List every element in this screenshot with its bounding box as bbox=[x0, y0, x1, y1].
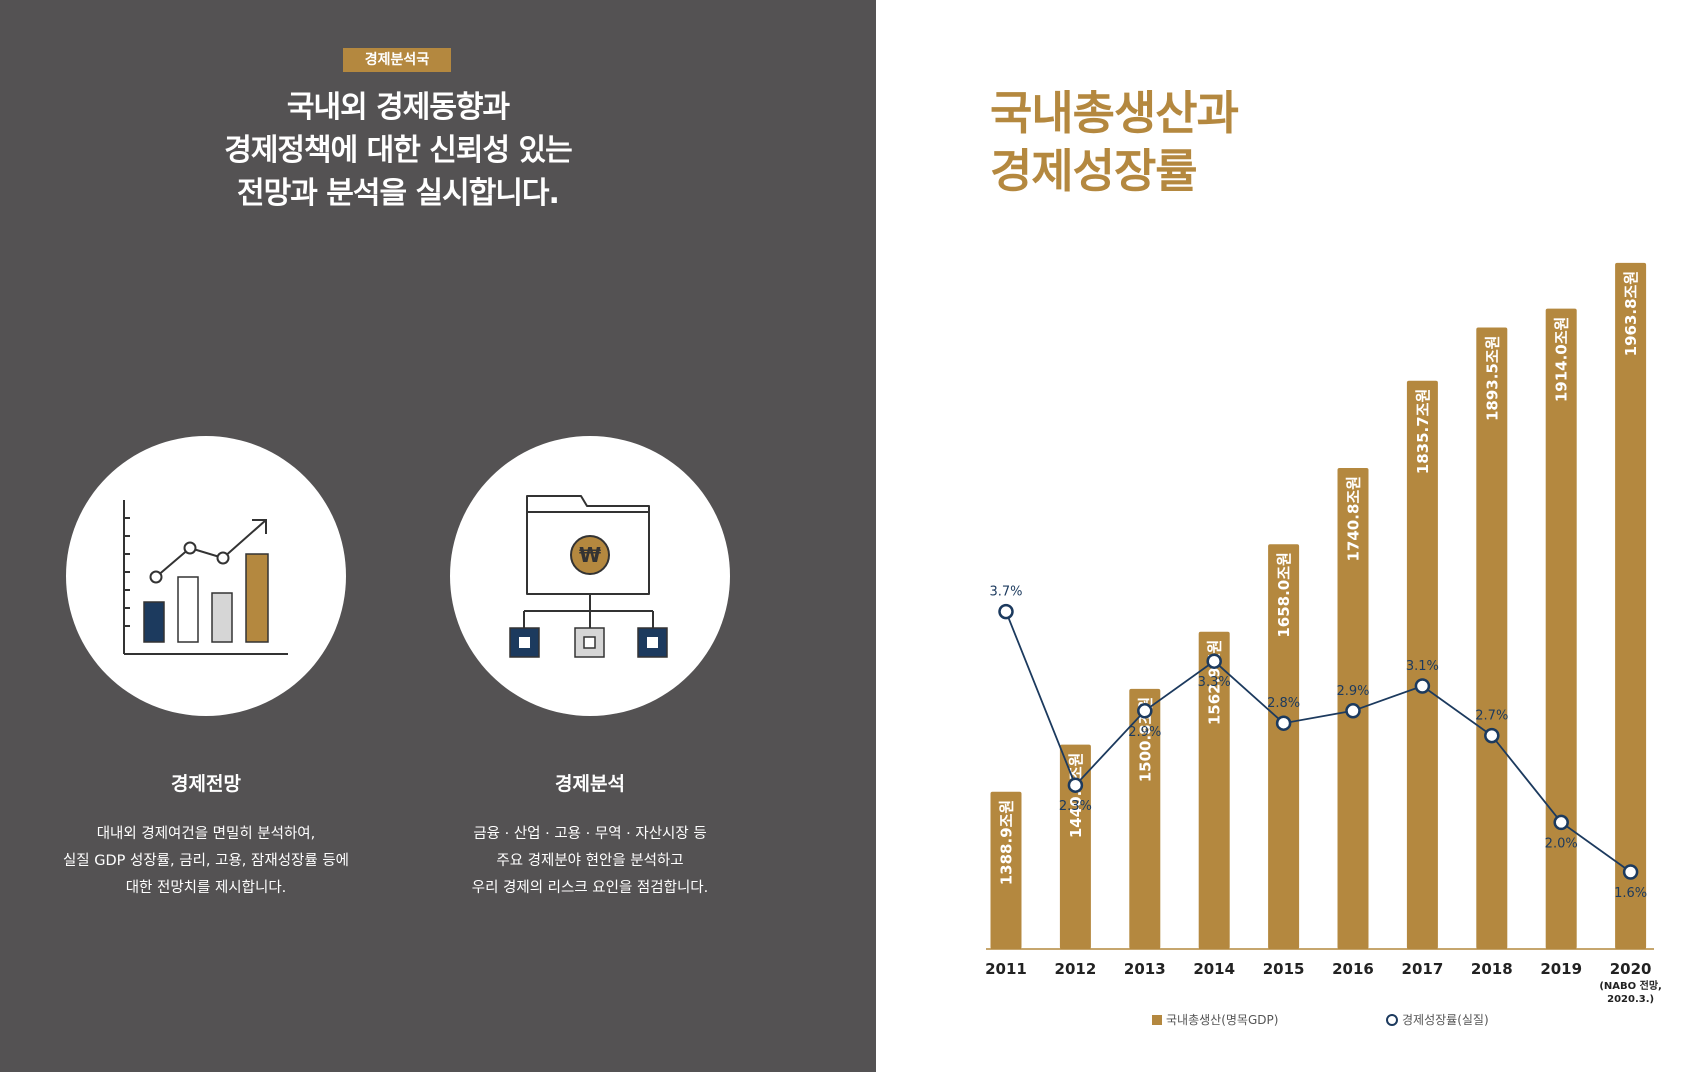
forecast-icon-circle bbox=[66, 436, 346, 716]
growth-point bbox=[1414, 678, 1431, 694]
legend-line-swatch bbox=[1386, 1014, 1398, 1026]
gdp-bar bbox=[1406, 380, 1438, 949]
description-line: 주요 경제분야 현안을 분석하고 bbox=[496, 853, 684, 869]
growth-point bbox=[1622, 864, 1639, 880]
description-line: 우리 경제의 리스크 요인을 점검합니다. bbox=[471, 880, 709, 896]
legend-growth-label: 경제성장률(실질) bbox=[1402, 1013, 1489, 1027]
growth-rate-line bbox=[1005, 611, 1632, 873]
gdp-bar bbox=[1615, 262, 1647, 949]
growth-point bbox=[1345, 703, 1361, 719]
won-symbol: ₩ bbox=[579, 543, 601, 567]
description-line: 대내외 경제여건을 면밀히 분석하여, bbox=[96, 826, 316, 842]
x-tick-label: 2012 bbox=[1055, 960, 1097, 978]
legend-gdp: 국내총생산(명목GDP) bbox=[1152, 1010, 1278, 1030]
growth-point-label: 2.3% bbox=[1059, 799, 1092, 814]
gdp-bar-label: 1440.1조원 bbox=[1067, 753, 1085, 838]
won-folder-tree-icon: ₩ bbox=[509, 495, 668, 658]
x-tick-label: 2015 bbox=[1263, 960, 1305, 978]
department-badge: 경제분석국 bbox=[343, 48, 451, 72]
gdp-bar-label: 1658.0조원 bbox=[1275, 552, 1293, 637]
growth-point-label: 2.9% bbox=[1336, 684, 1369, 699]
analysis-title: 경제분석 bbox=[555, 773, 625, 795]
growth-point bbox=[1067, 777, 1084, 793]
growth-point bbox=[1206, 653, 1222, 669]
x-tick-label: 2019 bbox=[1540, 960, 1582, 978]
analysis-description: 금융 · 산업 · 고용 · 무역 · 자산시장 등 주요 경제분야 현안을 분… bbox=[410, 821, 770, 902]
gdp-bar bbox=[1268, 544, 1300, 949]
gdp-bar-label: 1388.9조원 bbox=[998, 800, 1016, 885]
headline-line: 국내외 경제동향과 bbox=[286, 90, 510, 125]
gdp-bar bbox=[1059, 744, 1091, 949]
x-tick-label: 2017 bbox=[1402, 960, 1444, 978]
x-tick-label: 2014 bbox=[1193, 960, 1235, 978]
description-line: 실질 GDP 성장률, 금리, 고용, 잠재성장률 등에 bbox=[62, 853, 350, 869]
chart-title-line: 국내총생산과 bbox=[990, 86, 1239, 140]
growth-point-label: 2.8% bbox=[1267, 696, 1300, 711]
x-tick-note: (NABO 전망, bbox=[1599, 979, 1661, 992]
gdp-bar-label: 1914.0조원 bbox=[1553, 317, 1571, 402]
gdp-bar-label: 1963.8조원 bbox=[1622, 271, 1640, 356]
gdp-bar-label: 1835.7조원 bbox=[1414, 389, 1432, 474]
growth-point-label: 2.7% bbox=[1475, 709, 1508, 724]
gdp-bar bbox=[1198, 631, 1230, 949]
gdp-bar-label: 1893.5조원 bbox=[1483, 336, 1501, 421]
forecast-description: 대내외 경제여건을 면밀히 분석하여, 실질 GDP 성장률, 금리, 고용, … bbox=[26, 821, 386, 902]
growth-point bbox=[998, 603, 1014, 620]
growth-point bbox=[1137, 703, 1153, 719]
gdp-bar bbox=[990, 791, 1022, 949]
headline-line: 경제정책에 대한 신뢰성 있는 bbox=[224, 133, 573, 168]
gdp-bar bbox=[1129, 688, 1161, 949]
forecast-title: 경제전망 bbox=[171, 773, 241, 795]
x-tick-label: 2016 bbox=[1332, 960, 1374, 978]
gdp-bar-label: 1740.8조원 bbox=[1345, 476, 1363, 561]
growth-point-label: 3.7% bbox=[989, 585, 1022, 600]
chart-title-line: 경제성장률 bbox=[990, 144, 1198, 198]
gdp-bar-label: 1500.8조원 bbox=[1136, 697, 1154, 782]
left-panel: 경제분석국 국내외 경제동향과 경제정책에 대한 신뢰성 있는 전망과 분석을 … bbox=[0, 0, 876, 1072]
headline: 국내외 경제동향과 경제정책에 대한 신뢰성 있는 전망과 분석을 실시합니다. bbox=[138, 86, 658, 215]
gdp-bar bbox=[1476, 327, 1508, 949]
chart-title: 국내총생산과 경제성장률 bbox=[990, 84, 1239, 200]
description-line: 대한 전망치를 제시합니다. bbox=[125, 880, 287, 896]
x-tick-label: 2011 bbox=[985, 960, 1027, 978]
legend-bar-swatch bbox=[1152, 1015, 1162, 1025]
headline-line: 전망과 분석을 실시합니다. bbox=[237, 176, 560, 211]
growth-point-label: 3.3% bbox=[1198, 675, 1231, 690]
legend-gdp-label: 국내총생산(명목GDP) bbox=[1166, 1013, 1279, 1027]
x-tick-note: 2020.3.) bbox=[1607, 994, 1654, 1005]
growth-point bbox=[1275, 715, 1292, 731]
x-tick-label: 2020 bbox=[1610, 960, 1652, 978]
growth-point-label: 1.6% bbox=[1614, 886, 1647, 901]
gdp-bar bbox=[1545, 308, 1577, 949]
growth-point bbox=[1553, 814, 1569, 831]
analysis-icon-circle: ₩ bbox=[450, 436, 730, 716]
legend-growth: 경제성장률(실질) bbox=[1386, 1010, 1489, 1030]
x-tick-label: 2013 bbox=[1124, 960, 1166, 978]
growth-point-label: 2.0% bbox=[1545, 836, 1578, 851]
description-line: 금융 · 산업 · 고용 · 무역 · 자산시장 등 bbox=[473, 826, 707, 842]
x-tick-label: 2018 bbox=[1471, 960, 1513, 978]
growth-point bbox=[1484, 727, 1500, 744]
growth-point-label: 3.1% bbox=[1406, 659, 1439, 674]
bar-line-chart-icon bbox=[123, 500, 288, 655]
growth-point-label: 2.9% bbox=[1128, 725, 1161, 740]
